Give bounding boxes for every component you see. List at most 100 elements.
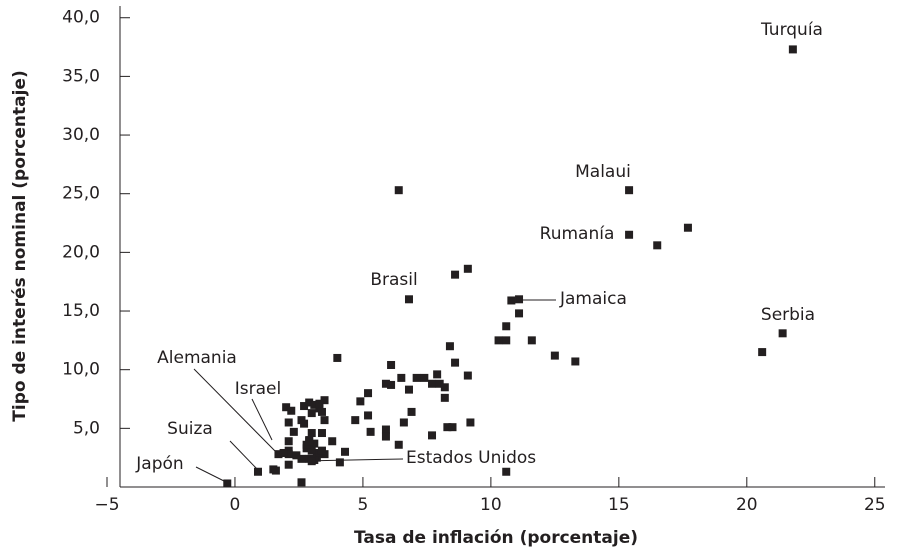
- annotation: Jamaica: [559, 289, 627, 309]
- point: [778, 329, 787, 338]
- leader-line: [229, 440, 258, 470]
- y-tick-label: 10,0: [62, 360, 100, 380]
- point: [287, 406, 296, 415]
- point: [571, 357, 580, 366]
- point: [440, 393, 449, 402]
- point: [364, 389, 373, 398]
- point: [440, 383, 449, 392]
- point: [300, 402, 309, 411]
- point: [451, 358, 460, 367]
- point: [284, 450, 293, 459]
- point: [445, 342, 454, 351]
- x-tick-label: 0: [230, 495, 241, 515]
- point: [381, 425, 390, 434]
- point: [335, 458, 344, 467]
- point: [300, 419, 309, 428]
- point: [428, 379, 437, 388]
- leader-line: [193, 368, 277, 453]
- annotation: Japón: [135, 454, 183, 474]
- point: [407, 407, 416, 416]
- x-tick-label: 10: [480, 495, 502, 515]
- point: [351, 416, 360, 425]
- point: [387, 380, 396, 389]
- point: [223, 479, 232, 488]
- point: [289, 427, 298, 436]
- point: [307, 446, 316, 455]
- point: [274, 450, 283, 459]
- annotation: Rumanía: [540, 224, 615, 244]
- point: [307, 409, 316, 418]
- point: [297, 454, 306, 463]
- point: [315, 399, 324, 408]
- annotation: Brasil: [370, 270, 417, 290]
- point: [394, 186, 403, 195]
- point: [279, 448, 288, 457]
- point: [320, 416, 329, 425]
- point: [433, 370, 442, 379]
- point: [435, 379, 444, 388]
- annotation: Turquía: [760, 20, 823, 40]
- point: [397, 373, 406, 382]
- point: [320, 396, 329, 405]
- y-axis-label: Tipo de interés nominal (porcentaje): [10, 70, 30, 421]
- x-tick-label: 15: [608, 495, 630, 515]
- point: [758, 348, 767, 357]
- point: [683, 223, 692, 232]
- point: [527, 336, 536, 345]
- point: [466, 418, 475, 427]
- annotation: Serbia: [761, 305, 815, 325]
- point: [463, 264, 472, 273]
- point: [317, 407, 326, 416]
- point: [310, 439, 319, 448]
- point: [366, 427, 375, 436]
- point: [404, 385, 413, 394]
- annotation: Israel: [235, 379, 281, 399]
- point: [507, 296, 516, 305]
- y-tick-label: 20,0: [62, 242, 100, 262]
- point: [328, 437, 337, 446]
- point: [284, 437, 293, 446]
- point: [428, 431, 437, 440]
- x-tick-label: −5: [94, 495, 119, 515]
- point: [653, 241, 662, 250]
- point: [420, 373, 429, 382]
- point: [502, 336, 511, 345]
- point: [381, 379, 390, 388]
- point: [333, 353, 342, 362]
- point: [317, 429, 326, 438]
- point: [305, 437, 314, 446]
- point: [394, 440, 403, 449]
- point: [284, 418, 293, 427]
- point: [381, 432, 390, 441]
- point: [317, 446, 326, 455]
- point: [502, 467, 511, 476]
- y-tick-label: 25,0: [62, 184, 100, 204]
- point: [412, 373, 421, 382]
- x-tick-label: 25: [864, 495, 886, 515]
- point: [788, 45, 797, 54]
- point: [625, 186, 634, 195]
- point: [271, 466, 280, 475]
- point: [387, 360, 396, 369]
- y-tick-label: 40,0: [62, 8, 100, 28]
- point: [307, 457, 316, 466]
- point: [502, 322, 511, 331]
- point: [356, 397, 365, 406]
- point: [305, 398, 314, 407]
- annotation: Suiza: [167, 419, 213, 439]
- x-tick-label: 5: [358, 495, 369, 515]
- point: [625, 230, 634, 239]
- point: [404, 295, 413, 304]
- annotation: Alemania: [157, 348, 237, 368]
- y-tick-label: 30,0: [62, 125, 100, 145]
- point: [310, 400, 319, 409]
- leader-line: [251, 398, 273, 441]
- y-tick-label: 5,0: [73, 418, 100, 438]
- point: [515, 309, 524, 318]
- annotation: Malaui: [575, 162, 631, 182]
- point: [282, 403, 291, 412]
- x-axis-label: Tasa de inflación (porcentaje): [354, 528, 638, 548]
- point: [297, 478, 306, 487]
- point: [341, 447, 350, 456]
